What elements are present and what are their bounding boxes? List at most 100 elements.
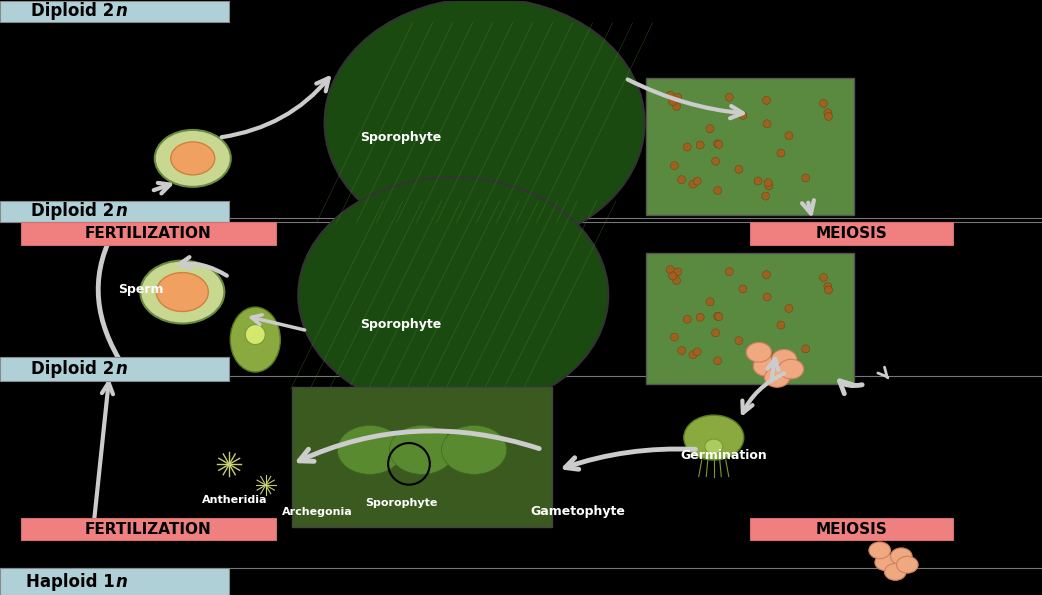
Text: Sporophyte: Sporophyte [361, 318, 442, 331]
Circle shape [669, 272, 676, 280]
Text: Diploid 2: Diploid 2 [31, 2, 115, 20]
Bar [750, 518, 953, 540]
Circle shape [674, 93, 681, 101]
Ellipse shape [230, 307, 280, 372]
Text: FERTILIZATION: FERTILIZATION [85, 226, 212, 241]
Circle shape [762, 192, 770, 200]
Circle shape [706, 125, 714, 133]
Ellipse shape [875, 554, 896, 571]
Text: n: n [116, 202, 127, 220]
Circle shape [689, 351, 697, 359]
Circle shape [689, 180, 697, 188]
Ellipse shape [390, 425, 454, 474]
Bar [0, 201, 229, 222]
Bar [0, 1, 229, 22]
Ellipse shape [891, 548, 912, 565]
Bar [21, 518, 276, 540]
Circle shape [696, 314, 704, 321]
Circle shape [801, 345, 810, 353]
Text: Gametophyte: Gametophyte [530, 505, 626, 518]
Bar [292, 387, 552, 527]
Circle shape [684, 143, 691, 151]
Ellipse shape [753, 356, 778, 376]
Circle shape [725, 93, 734, 101]
Text: MEIOSIS: MEIOSIS [816, 226, 888, 241]
Ellipse shape [765, 368, 790, 387]
Circle shape [777, 149, 785, 157]
Ellipse shape [896, 556, 918, 573]
Text: Archegonia: Archegonia [282, 507, 353, 517]
Text: MEIOSIS: MEIOSIS [816, 522, 888, 537]
Circle shape [693, 177, 701, 185]
Ellipse shape [141, 261, 224, 324]
Circle shape [245, 325, 266, 345]
Ellipse shape [684, 415, 744, 460]
Circle shape [764, 178, 772, 186]
Text: n: n [116, 2, 127, 20]
Ellipse shape [869, 542, 891, 559]
Ellipse shape [324, 0, 645, 248]
Circle shape [666, 265, 674, 274]
Circle shape [785, 131, 793, 140]
Circle shape [824, 283, 832, 290]
Circle shape [670, 162, 678, 170]
Circle shape [765, 182, 773, 190]
Text: n: n [116, 572, 127, 591]
Ellipse shape [338, 425, 402, 474]
Circle shape [763, 96, 771, 104]
Ellipse shape [171, 142, 215, 175]
Circle shape [819, 274, 827, 281]
Circle shape [763, 120, 771, 128]
Circle shape [754, 177, 762, 185]
Text: Antheridia: Antheridia [202, 495, 267, 505]
Circle shape [674, 268, 681, 276]
Text: FERTILIZATION: FERTILIZATION [85, 522, 212, 537]
Text: Haploid 1: Haploid 1 [26, 572, 115, 591]
Bar [21, 222, 276, 245]
Circle shape [819, 99, 827, 107]
Circle shape [725, 268, 734, 275]
Circle shape [735, 337, 743, 345]
Circle shape [693, 348, 701, 356]
Circle shape [824, 286, 833, 294]
Bar [0, 358, 229, 381]
Text: Sperm: Sperm [118, 283, 164, 296]
Circle shape [754, 347, 762, 356]
Bar [646, 78, 854, 215]
Circle shape [696, 141, 704, 149]
Text: Sporophyte: Sporophyte [365, 498, 438, 508]
Circle shape [777, 321, 785, 329]
Circle shape [714, 357, 722, 365]
Bar [646, 253, 854, 384]
Ellipse shape [885, 563, 907, 580]
Bar [0, 568, 229, 595]
Circle shape [764, 349, 772, 357]
Circle shape [706, 298, 714, 306]
Circle shape [714, 186, 722, 195]
Ellipse shape [704, 439, 723, 454]
Ellipse shape [771, 349, 797, 369]
Circle shape [763, 293, 771, 301]
Text: Diploid 2: Diploid 2 [31, 202, 115, 220]
Circle shape [684, 315, 691, 323]
Circle shape [669, 98, 676, 106]
Circle shape [801, 174, 810, 182]
Circle shape [765, 352, 773, 361]
Ellipse shape [156, 273, 208, 312]
Circle shape [785, 305, 793, 312]
Circle shape [762, 362, 770, 370]
Circle shape [715, 140, 723, 148]
Circle shape [677, 346, 686, 355]
Ellipse shape [155, 130, 230, 187]
Circle shape [666, 91, 674, 99]
Circle shape [714, 312, 722, 320]
Ellipse shape [778, 359, 803, 379]
Ellipse shape [442, 425, 506, 474]
Circle shape [714, 140, 722, 148]
Circle shape [672, 102, 680, 111]
Circle shape [739, 111, 747, 120]
Circle shape [712, 329, 720, 337]
Circle shape [670, 333, 678, 341]
Ellipse shape [746, 343, 771, 362]
Circle shape [715, 313, 723, 321]
